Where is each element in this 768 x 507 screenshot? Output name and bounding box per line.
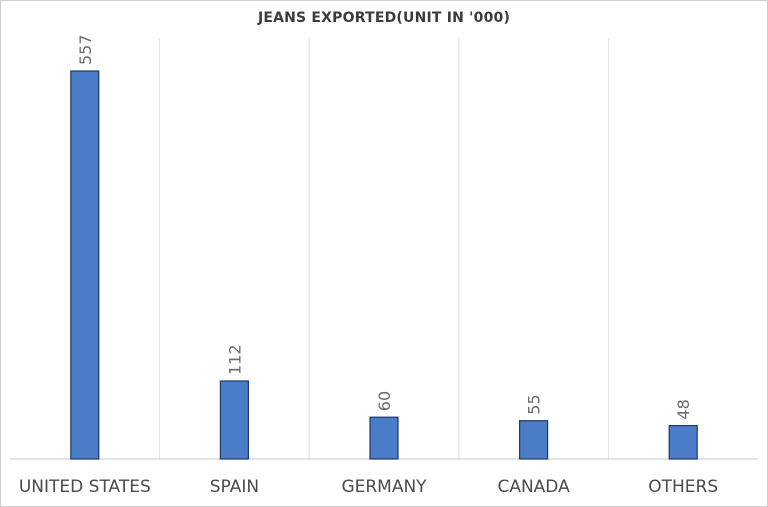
bar-others — [668, 424, 698, 460]
bar-united-states — [70, 70, 100, 460]
data-label: 55 — [525, 394, 544, 414]
data-label: 557 — [76, 34, 95, 65]
grid-lines — [159, 38, 609, 459]
data-label: 48 — [674, 399, 693, 419]
chart-title: JEANS EXPORTED(UNIT IN '000) — [257, 10, 511, 26]
bar-canada — [518, 420, 549, 460]
data-labels: 557 112 60 55 48 — [76, 34, 693, 419]
x-tick-labels: UNITED STATES SPAIN GERMANY CANADA OTHERS — [19, 477, 718, 497]
bars — [70, 70, 698, 460]
data-label: 60 — [375, 391, 394, 411]
x-tick-label: SPAIN — [210, 477, 259, 497]
data-label: 112 — [225, 344, 244, 375]
x-tick-label: OTHERS — [648, 477, 718, 497]
bar-germany — [369, 416, 399, 460]
x-tick-label: UNITED STATES — [19, 477, 151, 497]
x-tick-label: CANADA — [497, 477, 570, 497]
bar-spain — [219, 380, 249, 460]
x-tick-label: GERMANY — [341, 477, 427, 497]
